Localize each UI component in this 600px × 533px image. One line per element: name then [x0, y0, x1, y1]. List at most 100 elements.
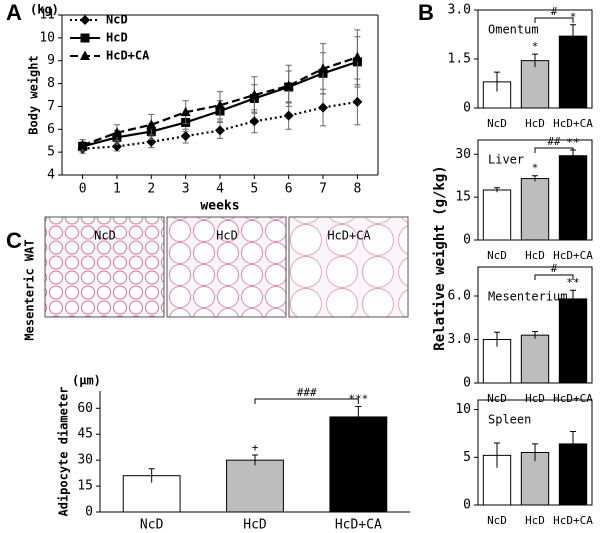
significance-mark: + [252, 441, 259, 454]
significance-mark: * [570, 11, 577, 24]
marker [77, 139, 88, 150]
error-bar [570, 24, 576, 48]
x-tick-label: HcD [525, 392, 545, 405]
legend-marker [80, 50, 90, 60]
error-bar [532, 175, 538, 182]
y-axis-label: Adipocyte diameter [57, 386, 71, 516]
bar [329, 416, 388, 513]
significance-mark: # [551, 262, 558, 275]
x-tick-label: 8 [353, 182, 361, 197]
y-axis-label: Body weight [27, 55, 41, 134]
error-bar [494, 71, 500, 92]
subplot-title: Mesenterium [488, 290, 567, 304]
legend-marker [80, 33, 90, 43]
x-tick-label: 4 [216, 182, 224, 197]
x-tick-label: NcD [487, 392, 507, 405]
y-tick-label: 7 [47, 99, 55, 114]
x-tick-label: 6 [285, 182, 293, 197]
legend-marker [80, 15, 90, 25]
micrograph-label: NcD [94, 229, 116, 243]
y-tick-label: 5 [47, 145, 55, 160]
micrograph [166, 216, 287, 318]
error-bar [252, 454, 258, 466]
error-bar [494, 331, 500, 347]
error-bar [494, 187, 500, 193]
marker [352, 96, 363, 107]
x-tick-label: 1 [113, 182, 121, 197]
marker [352, 51, 363, 62]
subplot-title: Omentum [488, 23, 539, 37]
panel-label: A [6, 0, 22, 25]
bar [558, 155, 588, 241]
y-tick-label: 60 [77, 401, 93, 416]
micrograph [288, 216, 409, 318]
micrograph-label: HcD+CA [327, 229, 371, 243]
x-tick-label: HcD+CA [335, 518, 382, 533]
marker [283, 110, 294, 121]
x-tick-label: 3 [182, 182, 190, 197]
micrograph [44, 216, 165, 318]
y-tick-label: 10 [455, 402, 471, 417]
y-tick-label: 30 [455, 147, 471, 162]
error-bar [532, 53, 538, 68]
y-tick-label: 15 [455, 190, 471, 205]
y-tick-label: 10 [39, 30, 55, 45]
marker [180, 131, 191, 142]
y-tick-label: 9 [47, 53, 55, 68]
panel-label: C [6, 228, 22, 253]
error-bar [148, 468, 155, 483]
y-tick-label: 3.0 [448, 332, 471, 347]
x-tick-label: 7 [319, 182, 327, 197]
bracket [534, 17, 574, 23]
significance-mark: * [532, 162, 539, 175]
marker [249, 89, 260, 99]
y-tick-label: 1.5 [448, 52, 471, 67]
x-tick-label: 2 [147, 182, 155, 197]
bar [482, 189, 512, 241]
x-tick-label: 0 [79, 182, 87, 197]
x-tick-label: NcD [487, 117, 507, 130]
bracket [254, 398, 359, 404]
y-tick-label: 0 [85, 505, 93, 520]
series-line [82, 100, 358, 150]
marker [249, 116, 260, 127]
marker [318, 102, 329, 113]
marker [111, 127, 122, 137]
significance-mark: ** [566, 136, 579, 149]
x-tick-label: HcD [525, 514, 545, 527]
y-tick-label: 45 [77, 427, 93, 442]
bar [558, 298, 588, 384]
legend-label: NcD [106, 13, 128, 27]
y-tick-label: 0 [463, 376, 471, 391]
bar [520, 178, 550, 241]
x-tick-label: HcD [243, 518, 267, 533]
x-tick-label: HcD+CA [553, 514, 593, 527]
bar [226, 459, 284, 513]
marker [215, 125, 225, 136]
significance-mark: # [551, 5, 558, 18]
micrograph-label: HcD [216, 229, 238, 243]
marker [283, 80, 294, 90]
y-tick-label: 6.0 [448, 289, 471, 304]
subplot-title: Spleen [488, 413, 531, 427]
x-tick-label: HcD [525, 117, 545, 130]
marker [215, 99, 225, 110]
y-tick-label: 6 [47, 122, 55, 137]
x-tick-label: HcD+CA [553, 117, 593, 130]
y-tick-label: 8 [47, 76, 55, 91]
y-unit: (μm) [72, 374, 101, 388]
y-tick-label: 11 [39, 8, 55, 23]
shared-y-label: Relative weight (g/kg) [432, 165, 448, 350]
error-bar [355, 406, 362, 428]
x-tick-label: NcD [140, 518, 164, 533]
y-tick-label: 0 [463, 233, 471, 248]
y-tick-label: 30 [77, 453, 93, 468]
error-bar [570, 431, 576, 457]
x-tick-label: NcD [487, 514, 507, 527]
panel-label: B [418, 0, 434, 25]
legend-label: HcD+CA [106, 49, 150, 63]
x-axis-label: weeks [200, 199, 239, 214]
y-tick-label: 0 [463, 498, 471, 513]
significance-mark: * [532, 40, 539, 53]
